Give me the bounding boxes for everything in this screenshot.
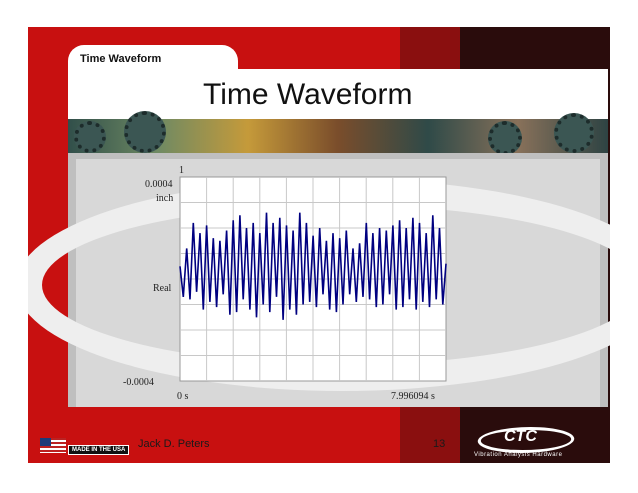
corner-label: 1 (179, 165, 184, 176)
us-flag-icon (40, 438, 66, 453)
gear-icon (74, 121, 106, 153)
section-tab-label: Time Waveform (80, 53, 162, 65)
slide-title: Time Waveform (203, 78, 413, 111)
title-bar (68, 69, 608, 119)
gear-icon (554, 113, 594, 153)
y-axis-bottom-label: -0.0004 (123, 377, 154, 388)
ctc-logo-subtitle: Vibration Analysis Hardware (474, 452, 563, 458)
gear-icon (124, 111, 166, 153)
waveform-trace (179, 212, 447, 320)
y-axis-unit-label: inch (156, 193, 173, 204)
y-axis-top-label: 0.0004 (145, 179, 173, 190)
y-axis-mid-label: Real (153, 283, 172, 294)
footer-author: Jack D. Peters (138, 438, 210, 450)
slide-background: Time Waveform Time Waveform 1 0.0004 inc… (28, 27, 610, 463)
x-axis-end-label: 7.996094 s (391, 391, 435, 402)
footer-page-number: 13 (433, 438, 446, 450)
x-axis-start-label: 0 s (177, 391, 189, 402)
gears-banner-image (68, 111, 608, 155)
grid-lines (180, 177, 446, 381)
ctc-logo-text: CTC (504, 428, 537, 445)
made-in-usa-badge: MADE IN THE USA (68, 445, 130, 455)
time-waveform-chart: 1 0.0004 inch Real -0.0004 0 s 7.996094 … (123, 165, 447, 402)
